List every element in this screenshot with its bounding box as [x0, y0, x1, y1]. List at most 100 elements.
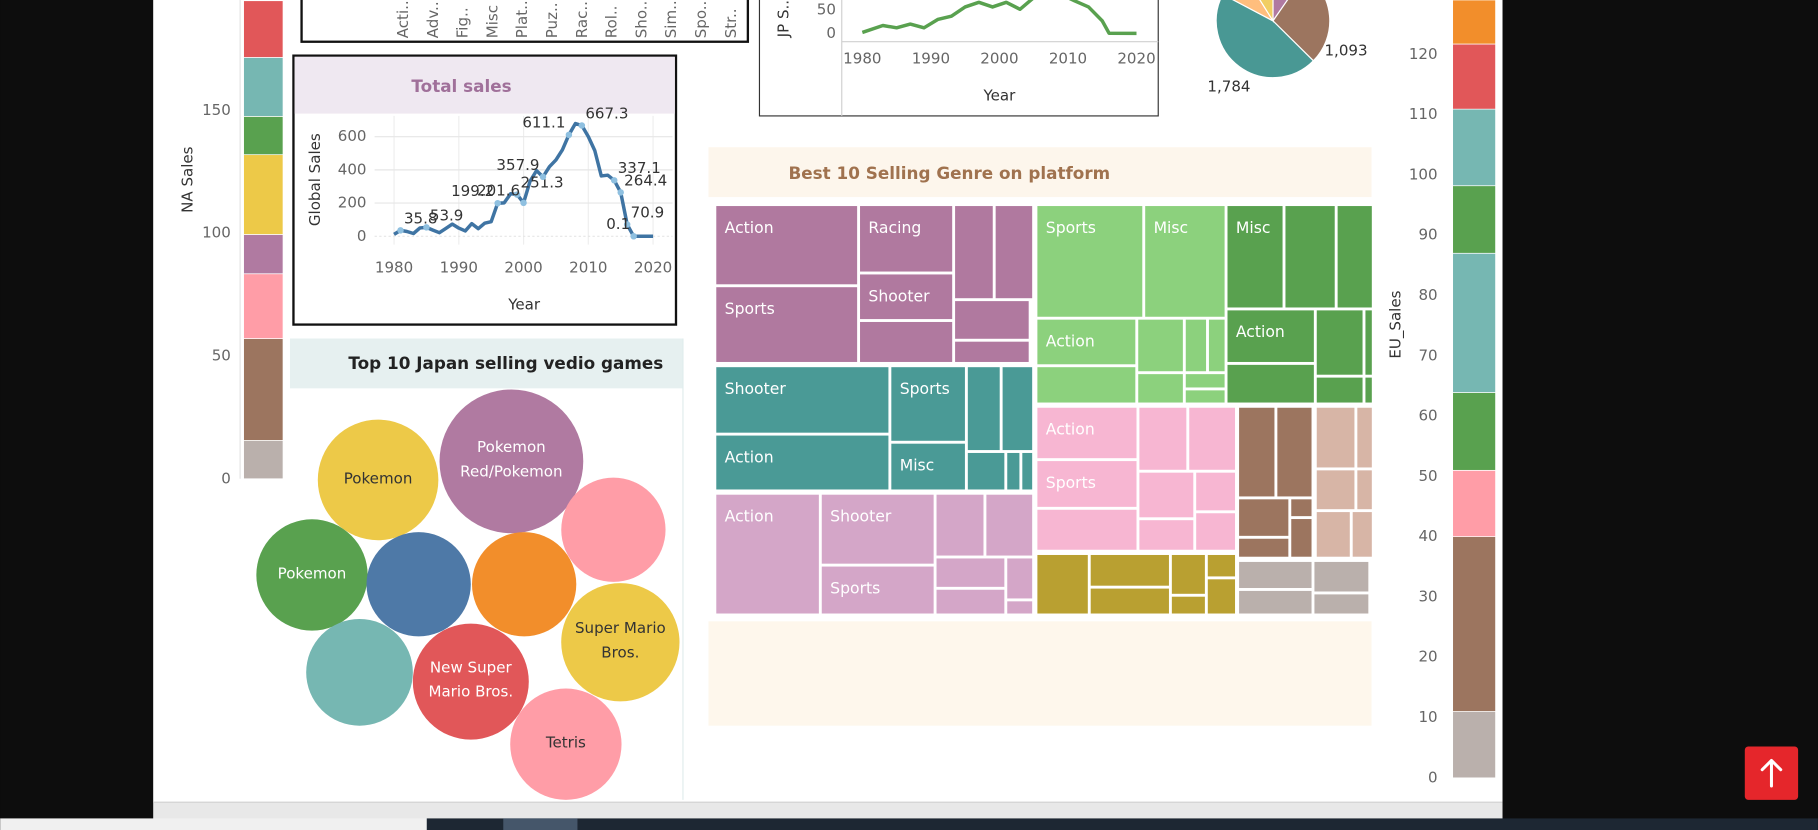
x-tick-label: Sho..: [632, 1, 650, 39]
treemap-cell: [1137, 470, 1196, 520]
treemap-cell: [714, 492, 821, 616]
treemap-cell: [1355, 406, 1374, 470]
treemap-label: Misc: [1236, 218, 1271, 237]
treemap-cell: [714, 285, 859, 364]
treemap-cell: [1315, 510, 1352, 559]
treemap-cell: [858, 320, 954, 364]
treemap-cell: [1312, 560, 1371, 594]
treemap-label: Action: [1236, 322, 1285, 341]
bar-segment: [243, 57, 284, 117]
bubble: [306, 619, 413, 726]
bar-segment: [243, 116, 284, 156]
treemap-label: Action: [725, 507, 774, 526]
treemap-cell: [858, 272, 954, 321]
x-tick-label: Fig..: [454, 7, 472, 38]
treemap-cell: [1289, 497, 1314, 518]
treemap-cell: [1237, 497, 1291, 538]
data-label: 357.9: [496, 156, 539, 174]
data-label: 667.3: [585, 104, 628, 122]
treemap-label: Action: [1046, 420, 1095, 439]
treemap-cell: [1005, 599, 1034, 616]
treemap-cell: [1184, 372, 1227, 390]
treemap-cell: [1005, 451, 1022, 492]
bar-segment: [243, 273, 284, 339]
treemap-label: Action: [1046, 331, 1095, 350]
bubble-label: Super Mario Bros.: [574, 620, 666, 662]
arrow-icon[interactable]: [1760, 758, 1783, 788]
y-tick-label: 120: [1409, 45, 1438, 63]
treemap-cell: [1137, 406, 1189, 472]
bubble: [412, 623, 529, 740]
data-label: 53.9: [430, 206, 464, 224]
bar-segment: [243, 440, 284, 480]
treemap-label: Racing: [868, 218, 921, 237]
treemap-cell: [820, 492, 936, 566]
y-tick-label: 100: [202, 224, 231, 242]
bubble-label: Pokemon: [343, 470, 413, 488]
treemap-cell: [1289, 517, 1314, 559]
treemap-cell: [1136, 317, 1185, 373]
x-axis-title: Year: [507, 295, 541, 313]
treemap-label: Action: [725, 218, 774, 237]
bubble: [317, 419, 439, 541]
scroll-top-button[interactable]: [1744, 746, 1799, 800]
bar-segment: [243, 154, 284, 235]
data-point: [623, 221, 631, 228]
genre-bar-frame: [300, 0, 750, 43]
y-tick-label: 110: [1409, 105, 1438, 123]
treemap-cell: [953, 204, 995, 300]
y-axis-title: JP S...: [774, 0, 792, 38]
x-axis-title: Year: [982, 87, 1016, 105]
treemap-cell: [1206, 553, 1237, 579]
treemap-cell: [714, 365, 891, 435]
bubble: [439, 389, 584, 534]
data-point: [617, 189, 624, 196]
data-point: [539, 173, 547, 181]
treemap-label: Action: [725, 447, 774, 466]
y-tick-label: 70: [1418, 346, 1437, 364]
y-tick-label: 150: [202, 101, 231, 119]
x-tick-label: Acti..: [394, 0, 412, 38]
treemap-cell: [1315, 375, 1365, 405]
treemap-cell: [1136, 372, 1185, 405]
slice-label: 1,784: [1207, 77, 1250, 95]
pie-slice: [1272, 0, 1289, 23]
bubble-label: Pokemon Red/Pokemon: [460, 439, 563, 482]
pie-slice: [1215, 0, 1315, 79]
x-tick-label: Misc: [483, 5, 501, 38]
y-tick-label: 50: [212, 346, 231, 364]
jp-line-frame: [758, 0, 1159, 117]
data-point: [494, 199, 501, 207]
treemap-cell: [1315, 406, 1357, 470]
x-tick-label: Adv..: [424, 1, 442, 38]
treemap-cell: [1194, 470, 1237, 513]
taskbar-item[interactable]: [503, 818, 578, 830]
treemap-label: Misc: [900, 456, 935, 475]
taskbar-left: [0, 818, 427, 830]
treemap-cell: [1237, 560, 1314, 590]
bar-segment: [1452, 0, 1496, 45]
data-point: [513, 191, 521, 198]
data-point: [630, 233, 637, 240]
treemap-cell: [993, 204, 1034, 300]
bar-segment: [1452, 108, 1496, 187]
bar-segment: [1452, 43, 1496, 110]
data-point: [397, 227, 404, 234]
treemap-cell: [1170, 553, 1207, 596]
chart-title: Total sales: [411, 76, 511, 96]
x-tick-label: 1980: [843, 50, 881, 68]
y-tick-label: 50: [1418, 467, 1437, 485]
x-tick-label: 2010: [1049, 50, 1087, 68]
treemap-label: Sports: [725, 299, 775, 318]
treemap-cell: [1143, 204, 1227, 319]
treemap-cell: [1035, 406, 1139, 460]
bubble: [256, 519, 368, 631]
data-label: 251.3: [521, 173, 564, 191]
x-tick-label: Puz..: [543, 2, 561, 38]
x-tick-label: Sim..: [662, 0, 680, 38]
treemap-cell: [1035, 365, 1138, 405]
treemap-label: Sports: [1046, 218, 1096, 237]
treemap-cell: [1206, 577, 1237, 616]
treemap-cell: [953, 299, 1031, 341]
